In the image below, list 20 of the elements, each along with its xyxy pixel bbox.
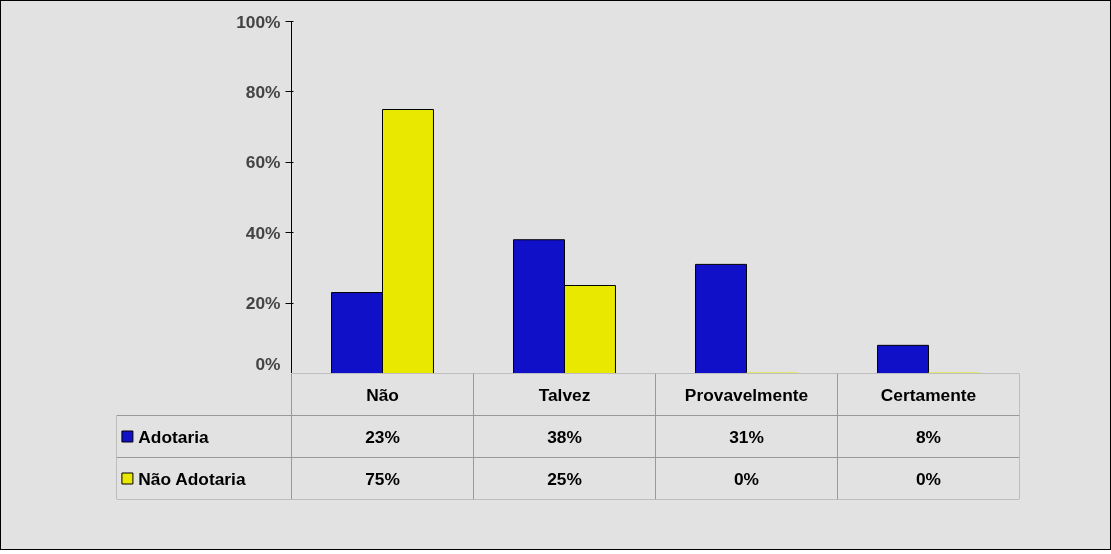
data-label: 75% — [365, 468, 400, 489]
data-label: 8% — [915, 426, 942, 447]
x-tick-label: Não — [366, 384, 399, 405]
x-tick-label: Talvez — [538, 384, 591, 405]
x-tick-label: Provavelmente — [684, 384, 809, 405]
y-tick-label: 20% — [245, 293, 281, 314]
data-label: 31% — [729, 426, 764, 447]
legend-label: Adotaria — [138, 426, 209, 447]
data-label: 0% — [733, 468, 760, 489]
legend-label: Não Adotaria — [138, 468, 246, 489]
data-label: 38% — [547, 426, 582, 447]
y-tick-label: 60% — [245, 152, 281, 173]
y-tick-label: 100% — [236, 11, 281, 32]
y-tick-label: 80% — [245, 81, 281, 102]
data-label: 25% — [547, 468, 582, 489]
y-tick-label: 0% — [255, 353, 281, 374]
data-label: 0% — [915, 468, 942, 489]
data-label: 23% — [365, 426, 400, 447]
x-tick-label: Certamente — [880, 384, 977, 405]
y-tick-label: 40% — [245, 222, 281, 243]
